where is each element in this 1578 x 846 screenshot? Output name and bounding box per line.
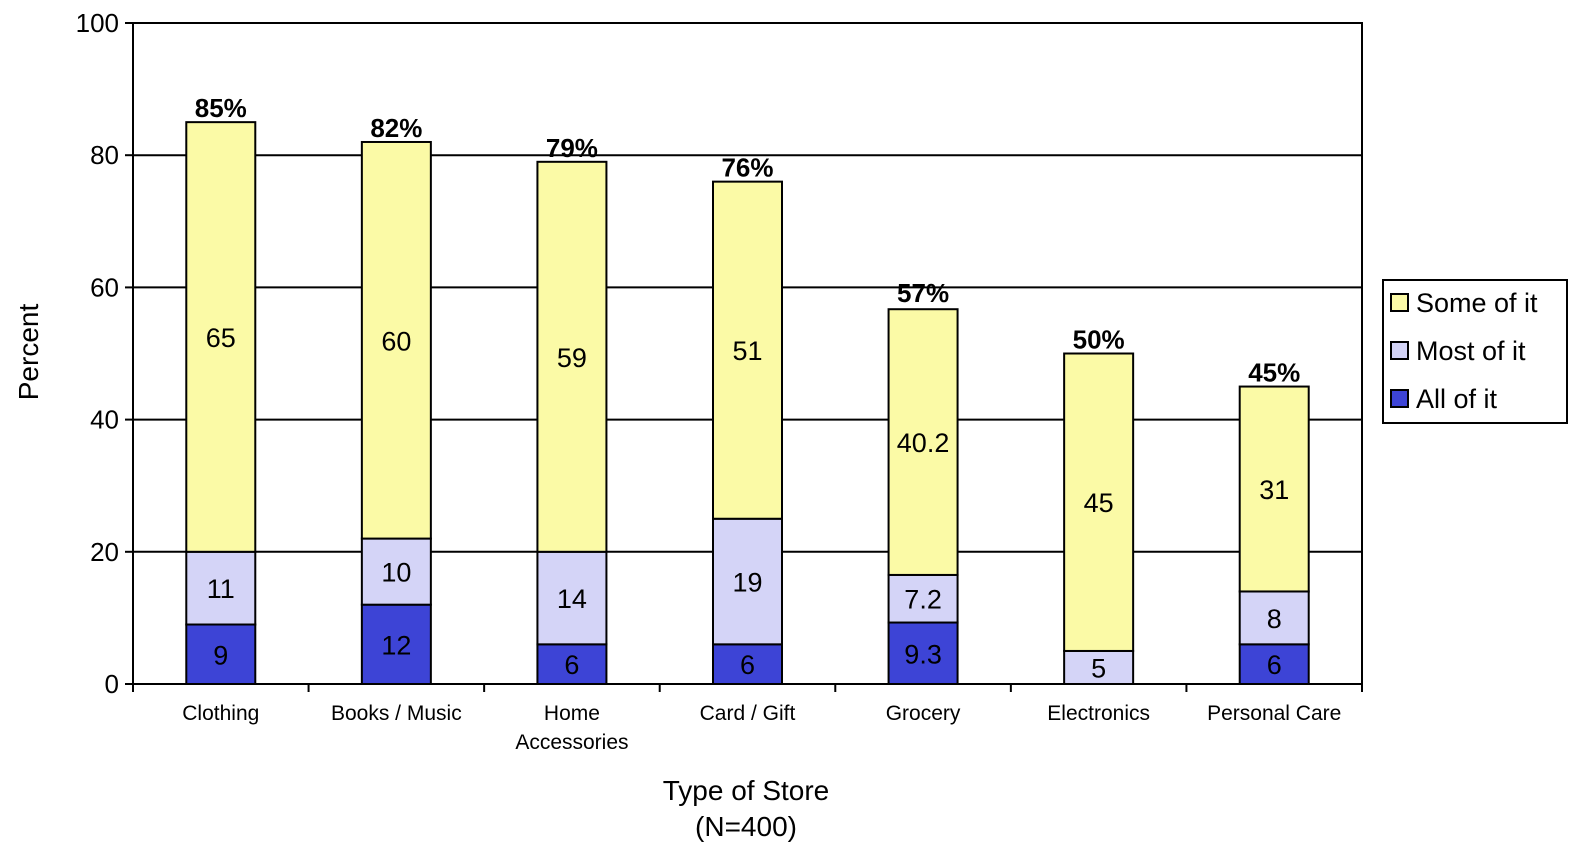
category-label: Card / Gift — [700, 702, 796, 725]
bar-segment — [887, 573, 959, 624]
bar-segment — [712, 517, 783, 646]
legend-label: Some of it — [1416, 288, 1538, 318]
x-axis-title: Type of Store — [663, 775, 830, 806]
bar-segment — [536, 550, 608, 646]
total-label: 45% — [1248, 358, 1300, 388]
data-label: 5 — [1091, 653, 1106, 683]
y-axis-title: Percent — [13, 304, 44, 401]
y-tick-label: 40 — [90, 405, 119, 435]
bar-segment — [712, 643, 783, 686]
legend-label: All of it — [1416, 384, 1498, 414]
data-label: 51 — [732, 336, 762, 366]
category-label: Books / Music — [331, 702, 462, 725]
data-label: 12 — [381, 630, 411, 660]
legend-swatch — [1390, 293, 1409, 312]
data-label: 40.2 — [897, 428, 950, 458]
data-label: 8 — [1267, 604, 1282, 634]
legend-swatch — [1390, 389, 1409, 408]
total-label: 57% — [897, 278, 949, 308]
y-tick-label: 60 — [90, 272, 119, 302]
data-label: 6 — [1267, 650, 1282, 680]
bar-segment — [712, 180, 783, 520]
bar-segment — [536, 643, 608, 686]
data-label: 10 — [381, 558, 411, 588]
bar-segment — [185, 121, 257, 553]
bar-segment — [360, 140, 432, 540]
labels: 9116585%12106082%6145979%6195176%9.37.24… — [195, 93, 1300, 683]
legend-label: Most of it — [1416, 336, 1526, 366]
legend-box — [1382, 279, 1568, 424]
axes: 0 20 40 60 80 100 Clothing Books / Music Home Acc… — [76, 8, 1363, 754]
data-label: 7.2 — [904, 585, 942, 615]
data-label: 19 — [732, 568, 762, 598]
data-label: 9.3 — [904, 639, 942, 669]
y-tick-label: 0 — [105, 669, 119, 699]
data-label: 59 — [557, 343, 587, 373]
category-label: Electronics — [1047, 702, 1150, 725]
data-label: 6 — [564, 650, 579, 680]
bar-segment — [536, 160, 608, 553]
total-label: 85% — [195, 93, 247, 123]
y-tick-label: 80 — [90, 140, 119, 170]
category-label: Grocery — [886, 702, 961, 725]
bar-segment — [1063, 352, 1135, 652]
data-label: 65 — [206, 323, 236, 353]
total-label: 76% — [721, 153, 773, 183]
data-label: 31 — [1259, 475, 1289, 505]
y-tick-label: 20 — [90, 537, 119, 567]
legend: Some of it Most of it All of it — [1382, 279, 1568, 424]
bars — [185, 121, 1310, 686]
category-label: Home — [544, 702, 600, 725]
bar-segment — [1238, 643, 1310, 686]
bar-segment — [887, 308, 959, 576]
category-label: Accessories — [515, 731, 628, 754]
legend-swatch — [1390, 341, 1409, 360]
total-label: 82% — [370, 113, 422, 143]
y-tick-label: 100 — [76, 8, 119, 38]
data-label: 14 — [557, 584, 587, 614]
bar-segment — [1238, 590, 1310, 646]
data-label: 11 — [207, 574, 235, 604]
data-label: 9 — [213, 640, 228, 670]
bar-segment — [1238, 385, 1310, 593]
data-label: 60 — [381, 326, 411, 356]
x-axis-subtitle: (N=400) — [695, 811, 797, 842]
data-label: 6 — [740, 650, 755, 680]
bar-segment — [185, 623, 257, 686]
total-label: 79% — [546, 133, 598, 163]
bar-segment — [360, 603, 432, 685]
category-label: Clothing — [182, 702, 259, 725]
category-label: Personal Care — [1207, 702, 1341, 725]
total-label: 50% — [1073, 325, 1125, 355]
data-label: 45 — [1084, 488, 1114, 518]
